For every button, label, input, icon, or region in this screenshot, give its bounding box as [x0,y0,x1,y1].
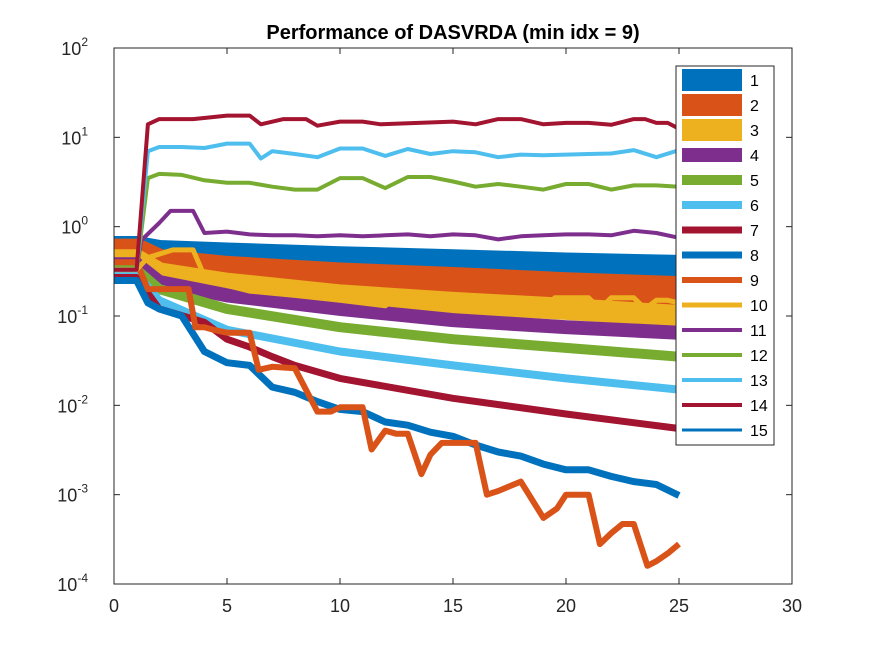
series-layer [114,113,681,569]
series-line-14 [114,113,680,272]
y-tick-label: 101 [61,124,88,148]
y-tick-label: 102 [61,35,88,59]
legend-label-2: 2 [750,98,759,115]
series-line-12 [114,171,680,272]
legend-label-1: 1 [750,73,759,90]
legend-label-14: 14 [750,398,768,415]
legend-label-7: 7 [750,223,759,240]
x-tick-label: 5 [222,596,232,616]
legend-label-11: 11 [750,323,767,340]
legend-label-10: 10 [750,298,768,315]
x-tick-label: 10 [330,596,350,616]
legend-label-3: 3 [750,123,759,140]
x-tick-label: 25 [669,596,689,616]
x-tick-label: 20 [556,596,576,616]
x-tick-label: 30 [782,596,802,616]
series-line-8 [114,277,681,499]
legend-label-4: 4 [750,148,759,165]
x-tick-label: 0 [109,596,119,616]
legend-label-12: 12 [750,348,768,365]
legend-label-15: 15 [750,423,768,440]
y-tick-label: 10-1 [57,303,88,327]
legend-label-9: 9 [750,273,759,290]
chart-title: Performance of DASVRDA (min idx = 9) [266,22,639,44]
series-line-9 [114,259,681,569]
y-tick-label: 10-2 [57,392,88,416]
series-line-10 [114,247,680,319]
y-tick-label: 100 [61,214,88,238]
y-tick-label: 10-4 [57,571,88,595]
legend-label-8: 8 [750,248,759,265]
legend-label-6: 6 [750,198,759,215]
legend-label-5: 5 [750,173,759,190]
series-line-13 [114,141,680,272]
x-tick-label: 15 [443,596,463,616]
series-line-11 [114,208,680,272]
legend-label-13: 13 [750,373,768,390]
y-tick-label: 10-3 [57,482,88,506]
